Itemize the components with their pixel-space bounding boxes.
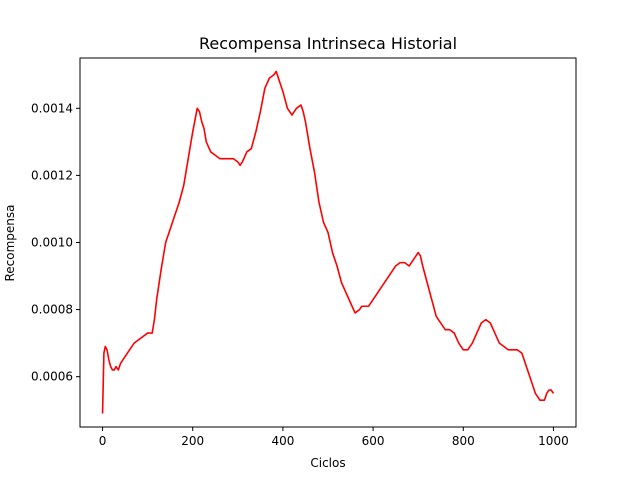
y-tick-label: 0.0014 xyxy=(31,101,73,115)
y-tick-label: 0.0006 xyxy=(31,370,73,384)
series-line xyxy=(101,70,555,414)
plot-area xyxy=(101,70,555,414)
y-tick-label: 0.0008 xyxy=(31,303,73,317)
x-tick-label: 800 xyxy=(452,434,475,448)
y-axis: 0.0006 0.0008 0.0010 0.0012 0.0014 xyxy=(31,101,80,384)
y-tick-label: 0.0010 xyxy=(31,236,73,250)
chart-title: Recompensa Intrinseca Historial xyxy=(199,34,457,53)
x-axis-label: Ciclos xyxy=(310,456,345,470)
x-tick-label: 200 xyxy=(181,434,204,448)
y-axis-label: Recompensa xyxy=(3,204,17,281)
x-tick-label: 400 xyxy=(271,434,294,448)
x-axis: 0 200 400 600 800 1000 xyxy=(99,427,569,448)
x-tick-label: 600 xyxy=(362,434,385,448)
y-tick-label: 0.0012 xyxy=(31,168,73,182)
x-tick-label: 0 xyxy=(99,434,107,448)
x-tick-label: 1000 xyxy=(538,434,569,448)
